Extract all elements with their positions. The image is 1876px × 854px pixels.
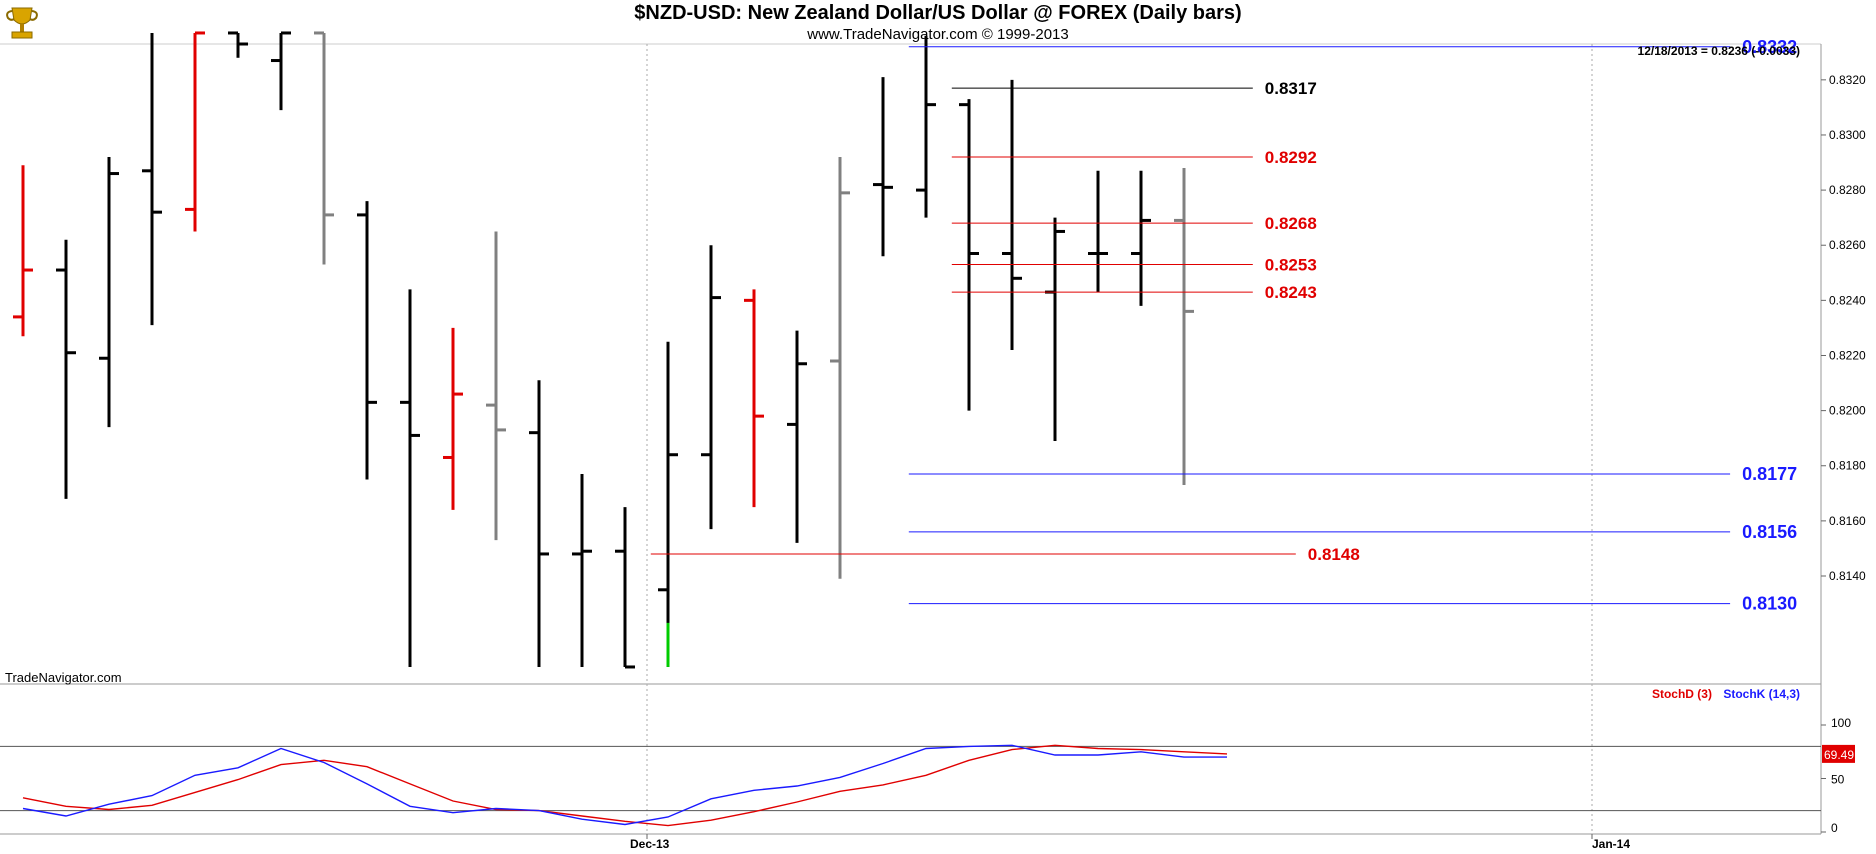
level-label: 0.8253 — [1265, 256, 1317, 275]
y-tick-label: 0.8200 — [1829, 404, 1866, 418]
last-value-badge — [1822, 744, 1855, 763]
last-price-info: 12/18/2013 = 0.8236 (-0.0033) — [1637, 44, 1800, 58]
level-label: 0.8130 — [1742, 594, 1797, 614]
y-tick-label: 0.8280 — [1829, 183, 1866, 197]
level-label: 0.8268 — [1265, 214, 1317, 233]
level-label: 0.8243 — [1265, 283, 1317, 302]
y-tick-label: 0.8160 — [1829, 514, 1866, 528]
stochk-line — [22, 744, 1227, 826]
level-label: 0.8317 — [1265, 79, 1317, 98]
stochd-line — [22, 744, 1228, 827]
y-tick-label: 0.8180 — [1829, 459, 1866, 473]
level-label: 0.8148 — [1308, 545, 1360, 564]
chart-title: $NZD-USD: New Zealand Dollar/US Dollar @… — [634, 2, 1242, 24]
level-label: 0.8156 — [1742, 522, 1797, 542]
stoch-y-tick-label: 50 — [1831, 773, 1845, 787]
y-tick-label: 0.8300 — [1829, 128, 1866, 142]
level-label: 0.8292 — [1265, 148, 1317, 167]
level-label: 0.8332 — [1742, 37, 1797, 57]
y-tick-label: 0.8260 — [1829, 238, 1866, 252]
chart-subtitle: www.TradeNavigator.com © 1999-2013 — [807, 26, 1069, 43]
x-label-dec: Dec-13 — [630, 837, 670, 851]
stoch-y-tick-label: 0 — [1831, 821, 1838, 835]
stochk-legend: StochK (14,3) — [1723, 687, 1800, 701]
x-label-jan: Jan-14 — [1592, 837, 1631, 851]
watermark: TradeNavigator.com — [5, 670, 122, 685]
stoch-y-tick-label: 100 — [1831, 716, 1851, 730]
y-tick-label: 0.8220 — [1829, 348, 1866, 362]
y-tick-label: 0.8140 — [1829, 569, 1866, 583]
trophy-logo-icon — [2, 4, 42, 40]
last-value-label: 69.49 — [1824, 748, 1854, 762]
y-tick-label: 0.8320 — [1829, 73, 1866, 87]
stochd-legend: StochD (3) — [1651, 687, 1712, 701]
stochastic-legend: StochD (3) StochK (14,3) — [1652, 687, 1800, 701]
level-label: 0.8177 — [1742, 464, 1797, 484]
y-tick-label: 0.8240 — [1829, 293, 1866, 307]
